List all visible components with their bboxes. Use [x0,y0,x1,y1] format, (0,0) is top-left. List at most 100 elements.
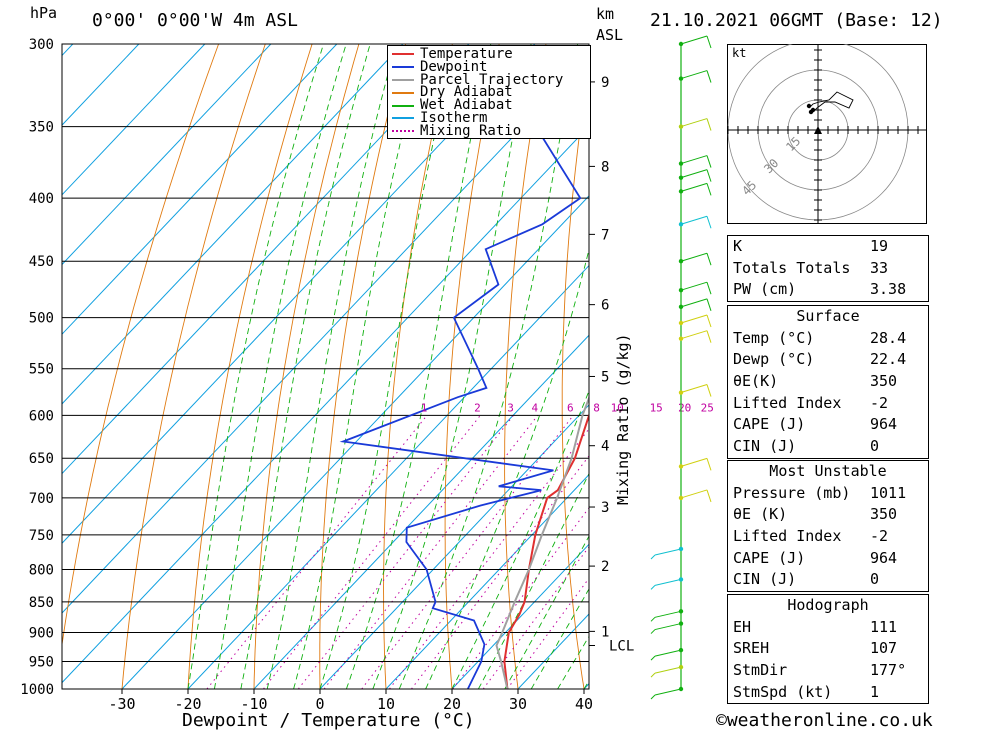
mu-row: CAPE (J) 964 [733,548,898,567]
km-tick-label: 3 [601,500,609,516]
isotherm-line [62,44,338,335]
wind-barb [680,252,708,262]
mixing-ratio-label: 8 [593,401,600,414]
legend-swatch [392,117,414,120]
pressure-tick-label: 300 [29,37,54,53]
wet-adiabat-line [425,247,589,689]
wet-adiabat-line [504,535,589,689]
lcl-label: LCL [609,638,634,654]
isotherm-line [62,125,589,684]
wind-barb [654,666,682,674]
surface-row: Lifted Index -2 [733,393,889,412]
dry-adiabat-line [253,44,360,689]
pressure-tick-label: 550 [29,362,54,378]
wind-barb-flag [706,118,712,131]
most-unstable-panel: Most Unstable Pressure (mb) 1011 θE (K) 35… [727,460,929,593]
copyright-link[interactable]: ©weatheronline.co.uk [716,710,933,731]
wind-level-dot [678,124,684,129]
isotherm-line [62,44,272,266]
dry-adiabat-line [561,64,589,689]
pressure-tick-label: 400 [29,191,54,207]
wind-barb-flag [650,554,656,560]
wind-barb-flag [650,672,656,678]
wind-barb-flag [706,216,712,229]
wind-barb-flag [706,155,712,168]
isotherm-line [385,473,589,689]
wind-barb [680,35,708,45]
km-tick-label: 1 [601,624,609,640]
pressure-tick-label: 700 [29,491,54,507]
surface-row: Temp (°C) 28.4 [733,328,907,347]
isotherm-line [121,195,589,689]
wind-barb-flag [706,183,712,196]
legend-entry: Wet Adiabat [388,97,590,114]
wind-barb [680,457,708,467]
isotherm-line [62,44,404,405]
hodo-row: EH 111 [733,617,898,636]
wind-barb-flag [706,298,712,311]
x-axis-label: Dewpoint / Temperature (°C) [182,710,475,731]
pressure-tick-label: 600 [29,408,54,424]
mixing-ratio-label: 25 [701,401,714,414]
wind-barb-flag [706,282,712,295]
dry-adiabat-line [672,44,716,689]
wind-barb [654,548,682,556]
wind-barb-flag [650,585,656,590]
x-tick-label: 30 [509,695,527,713]
legend-label: Mixing Ratio [420,122,522,139]
wind-barb-flag [706,384,712,397]
wind-barb [680,330,708,340]
legend-entry: Mixing Ratio [388,122,590,139]
parcel-trajectory-profile [495,395,589,689]
mu-row: Pressure (mb) 1011 [733,483,907,502]
wet-adiabat-line [293,44,425,689]
wind-barb-flag [706,169,712,182]
mixing-ratio-axis-label: Mixing Ratio (g/kg) [614,333,632,505]
legend-entry: Isotherm [388,109,590,126]
km-tick-label: 2 [601,559,609,575]
wind-barb-flag [650,655,656,661]
mixing-ratio-label: 10 [611,401,624,414]
wind-barb-flag [650,616,656,622]
km-tick-label: 6 [601,298,609,314]
wind-barb [680,182,708,192]
dry-adiabat-line [967,44,1000,689]
wind-barb-flag [706,489,712,503]
legend-label: Wet Adiabat [420,97,513,114]
wind-barb [680,155,708,165]
wind-barb [654,610,682,618]
wet-adiabat-line [187,44,324,689]
legend-label: Dewpoint [420,58,488,75]
wet-adiabat-line [345,44,492,689]
index-row: K 19 [733,237,889,255]
legend-swatch [392,53,414,56]
mixing-ratio-label: 15 [650,401,663,414]
legend-label: Temperature [420,46,513,62]
wind-barb-flag [706,458,712,471]
wind-barb [654,688,682,696]
km-tick-label: 4 [601,439,609,455]
mixing-ratio-label: 1 [421,401,428,414]
wind-barb [680,118,708,128]
km-unit-label: km [596,5,615,23]
legend-entry: Parcel Trajectory [388,73,590,86]
hodo-row: SREH 107 [733,639,898,658]
hodograph-stats-title: Hodograph [787,596,869,614]
mixing-ratio-label: 6 [567,401,574,414]
hpa-unit-label: hPa [30,4,58,22]
x-tick-label: 20 [443,695,461,713]
pressure-tick-label: 800 [29,562,54,578]
indices-panel: K 19 Totals Totals 33 PW (cm) 3.38 [727,235,929,303]
wind-barb-flag [706,330,712,343]
wind-barb [680,298,708,308]
mixing-ratio-line [297,414,514,689]
most-unstable-title: Most Unstable [769,462,887,480]
legend-swatch [392,78,414,81]
x-tick-label: -10 [240,695,267,713]
dry-adiabat-line [62,44,220,648]
legend-entry: Dry Adiabat [388,86,590,99]
pressure-tick-label: 650 [29,451,54,467]
legend-label: Isotherm [420,109,488,126]
isotherm-line [62,55,589,614]
isotherm-line [319,404,589,689]
